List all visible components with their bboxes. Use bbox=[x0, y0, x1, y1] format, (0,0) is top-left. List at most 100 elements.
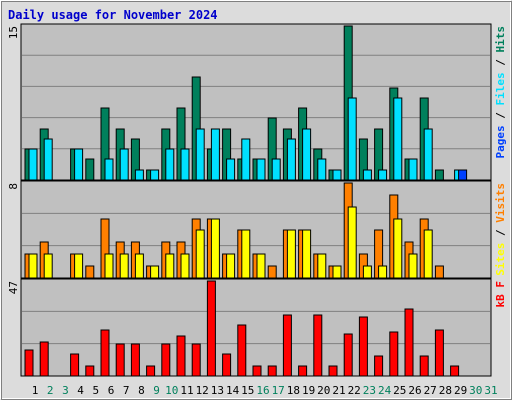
bar bbox=[434, 265, 444, 279]
max-value-label: 8 bbox=[7, 183, 20, 190]
chart-title: Daily usage for November 2024 bbox=[8, 8, 218, 22]
bar bbox=[286, 138, 296, 181]
bar bbox=[165, 253, 175, 279]
day-label: 8 bbox=[138, 384, 145, 397]
day-label: 16 bbox=[256, 384, 269, 397]
bar bbox=[332, 169, 342, 181]
day-label: 2 bbox=[47, 384, 54, 397]
bar bbox=[347, 97, 357, 181]
bar bbox=[434, 169, 444, 181]
bar bbox=[332, 265, 342, 279]
bar bbox=[210, 128, 220, 181]
series-files bbox=[28, 97, 464, 181]
day-label: 11 bbox=[180, 384, 193, 397]
bar bbox=[104, 158, 114, 181]
bar bbox=[241, 138, 251, 181]
day-label: 27 bbox=[424, 384, 437, 397]
bar bbox=[408, 253, 418, 279]
bar bbox=[70, 353, 80, 377]
day-label: 29 bbox=[454, 384, 467, 397]
bar bbox=[423, 128, 433, 181]
bar bbox=[393, 218, 403, 279]
bar bbox=[256, 253, 266, 279]
bar bbox=[286, 229, 296, 279]
bar bbox=[267, 365, 277, 377]
series-kb-f bbox=[24, 280, 460, 377]
day-label: 22 bbox=[348, 384, 361, 397]
bar bbox=[237, 324, 247, 377]
day-label: 17 bbox=[272, 384, 285, 397]
legend: Sites / Visits bbox=[494, 183, 507, 276]
bar bbox=[298, 365, 308, 377]
day-label: 18 bbox=[287, 384, 300, 397]
day-label: 13 bbox=[211, 384, 224, 397]
bar bbox=[39, 341, 49, 377]
day-label: 30 bbox=[469, 384, 482, 397]
bar bbox=[393, 97, 403, 181]
bar bbox=[362, 169, 372, 181]
bar bbox=[206, 280, 216, 377]
max-value-label: 15 bbox=[7, 26, 20, 39]
bar bbox=[378, 265, 388, 279]
bar bbox=[165, 148, 175, 181]
legend-separator: / bbox=[494, 106, 507, 126]
bar bbox=[282, 314, 292, 377]
legend-entry-sites: Sites bbox=[494, 243, 507, 276]
bar bbox=[343, 333, 353, 377]
day-label: 31 bbox=[484, 384, 497, 397]
bar bbox=[302, 229, 312, 279]
bar bbox=[374, 355, 384, 377]
bar bbox=[317, 253, 327, 279]
bar bbox=[271, 158, 281, 181]
legend-separator: / bbox=[494, 53, 507, 73]
bar bbox=[328, 365, 338, 377]
bar bbox=[222, 353, 232, 377]
bar bbox=[195, 128, 205, 181]
legend-entry-pages: Pages bbox=[494, 125, 507, 158]
bar bbox=[43, 253, 53, 279]
day-label: 1 bbox=[32, 384, 39, 397]
day-label: 4 bbox=[77, 384, 84, 397]
bar bbox=[195, 229, 205, 279]
bar bbox=[191, 343, 201, 377]
bar bbox=[404, 308, 414, 377]
bar bbox=[161, 343, 171, 377]
bar bbox=[43, 138, 53, 181]
bar bbox=[104, 253, 114, 279]
bar bbox=[347, 206, 357, 279]
day-label: 9 bbox=[153, 384, 160, 397]
bar bbox=[226, 253, 236, 279]
panels: 15 Pages / Files / Hits 8 Sites / Visits 47 k… bbox=[7, 23, 507, 377]
max-value-label: 47 bbox=[7, 281, 20, 294]
legend-entry-files: Files bbox=[494, 72, 507, 105]
day-label: 21 bbox=[332, 384, 345, 397]
bar bbox=[450, 365, 460, 377]
panel-kbytes: 47 kB F bbox=[7, 278, 507, 377]
bar bbox=[180, 253, 190, 279]
bar bbox=[115, 343, 125, 377]
bar bbox=[408, 158, 418, 181]
bar bbox=[434, 329, 444, 377]
bar bbox=[210, 218, 220, 279]
day-label: 25 bbox=[393, 384, 406, 397]
day-label: 20 bbox=[317, 384, 330, 397]
day-label: 7 bbox=[123, 384, 130, 397]
bar bbox=[100, 329, 110, 377]
bar bbox=[28, 148, 38, 181]
legend: kB F bbox=[494, 281, 507, 308]
bar bbox=[85, 265, 95, 279]
day-label: 19 bbox=[302, 384, 315, 397]
bar bbox=[134, 169, 144, 181]
bar bbox=[119, 148, 129, 181]
day-label: 26 bbox=[408, 384, 421, 397]
bar bbox=[362, 265, 372, 279]
bar bbox=[85, 365, 95, 377]
bar bbox=[267, 265, 277, 279]
panel-visits-sites: 8 Sites / Visits bbox=[7, 180, 507, 279]
day-label: 6 bbox=[108, 384, 115, 397]
day-label: 15 bbox=[241, 384, 254, 397]
day-label: 14 bbox=[226, 384, 240, 397]
series-sites bbox=[28, 206, 433, 279]
legend-entry-kb-f: kB F bbox=[494, 281, 507, 308]
